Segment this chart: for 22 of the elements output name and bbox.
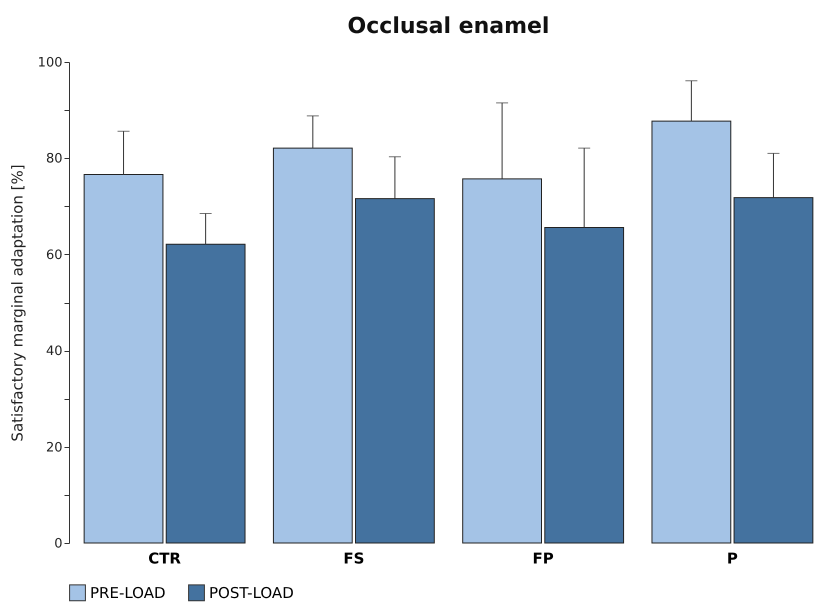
bar — [734, 197, 814, 544]
bar — [272, 148, 353, 544]
x-tick-label: CTR — [148, 550, 182, 568]
bar — [462, 178, 542, 544]
bar — [544, 226, 624, 544]
y-axis-title: Satisfactory marginal adaptation [%] — [8, 164, 27, 442]
legend-label: PRE-LOAD — [90, 584, 166, 602]
bar — [651, 120, 732, 544]
y-tick-label: 20 — [46, 440, 62, 456]
x-tick-label: P — [726, 550, 738, 568]
legend-label: POST-LOAD — [209, 584, 294, 602]
bar — [166, 244, 246, 544]
chart-title: Occlusal enamel — [348, 14, 550, 39]
x-tick-label: FP — [532, 550, 554, 568]
y-tick-label: 60 — [46, 248, 62, 263]
y-tick-label: 80 — [46, 152, 62, 167]
y-tick-label: 0 — [54, 536, 62, 552]
y-tick-label: 40 — [46, 344, 62, 360]
bar — [84, 174, 164, 544]
bar — [355, 198, 435, 544]
y-tick-label: 100 — [38, 56, 62, 70]
x-tick-label: FS — [343, 550, 364, 568]
